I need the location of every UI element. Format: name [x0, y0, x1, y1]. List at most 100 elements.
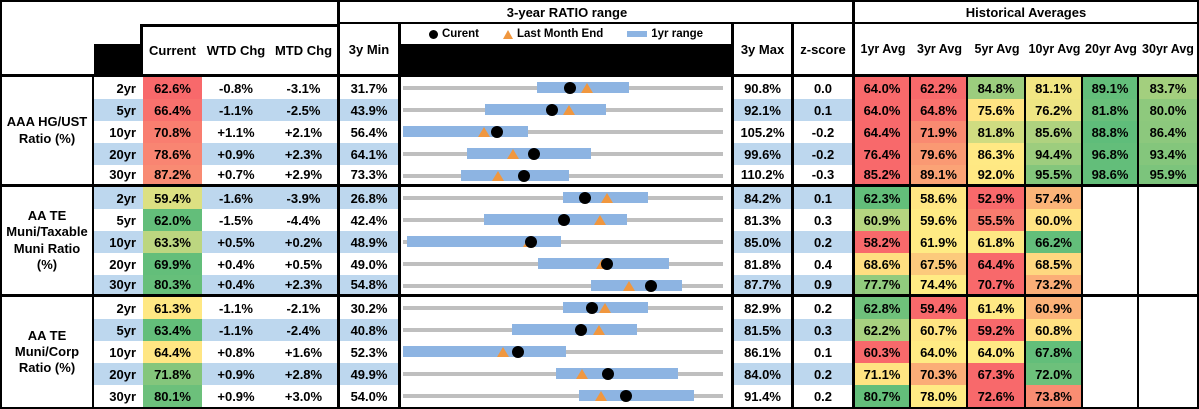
cell-zscore: 0.2 [794, 231, 855, 253]
cell-avg: 52.9% [968, 187, 1026, 209]
black-fill [94, 44, 140, 74]
cell-3y-min: 49.9% [340, 363, 401, 385]
last-month-triangle [492, 171, 505, 181]
cell-3y-max: 81.3% [734, 209, 794, 231]
cell-3y-min: 54.8% [340, 275, 401, 297]
cell-avg: 60.3% [855, 341, 911, 363]
cell-avg: 98.6% [1083, 165, 1139, 187]
cell-avg: 64.0% [855, 99, 911, 121]
cell-avg: 74.4% [911, 275, 968, 297]
cell-avg: 60.7% [911, 319, 968, 341]
cell-avg [1139, 275, 1197, 297]
cell-avg: 81.1% [1026, 77, 1083, 99]
last-month-triangle [594, 215, 607, 225]
table-row: 10yr 63.3% +0.5% +0.2% 48.9% 85.0% 0.2 58.2% 61.… [94, 231, 1197, 253]
range-chart [401, 231, 734, 253]
plot-area [403, 165, 723, 184]
cell-avg: 72.0% [1026, 363, 1083, 385]
cell-3y-min: 26.8% [340, 187, 401, 209]
cell-mtd-chg: +2.1% [270, 121, 340, 143]
cell-avg [1139, 363, 1197, 385]
legend-range-label: 1yr range [651, 28, 704, 40]
last-month-triangle [594, 391, 607, 401]
cell-3y-min: 54.0% [340, 385, 401, 407]
current-dot [600, 258, 613, 270]
cell-3y-max: 92.1% [734, 99, 794, 121]
cell-3y-max: 99.6% [734, 143, 794, 165]
plot-area [403, 297, 723, 319]
current-dot [585, 302, 598, 314]
plot-area [403, 385, 723, 407]
cell-avg: 81.8% [968, 121, 1026, 143]
col-header-1yr-avg: 1yr Avg [860, 42, 906, 56]
cell-3y-max: 81.5% [734, 319, 794, 341]
current-dot [527, 148, 540, 160]
cell-avg: 71.9% [911, 121, 968, 143]
cell-wtd-chg: -1.1% [202, 319, 270, 341]
cell-avg: 71.1% [855, 363, 911, 385]
cell-mtd-chg: +0.5% [270, 253, 340, 275]
cell-current: 69.9% [143, 253, 202, 275]
cell-avg: 85.2% [855, 165, 911, 187]
cell-current: 66.4% [143, 99, 202, 121]
cell-avg: 58.6% [911, 187, 968, 209]
cell-mtd-chg: -3.9% [270, 187, 340, 209]
cell-avg: 80.0% [1139, 99, 1197, 121]
cell-avg: 85.6% [1026, 121, 1083, 143]
cell-avg: 73.2% [1026, 275, 1083, 297]
ratio-group: AA TE Muni/Taxable Muni Ratio (%) 2yr 59.4… [2, 187, 1197, 297]
last-month-triangle [622, 281, 635, 291]
plot-area [403, 253, 723, 275]
cell-avg: 64.0% [855, 77, 911, 99]
cell-wtd-chg: +0.4% [202, 275, 270, 297]
range-chart [401, 297, 734, 319]
range-chart [401, 253, 734, 275]
cell-current: 71.8% [143, 363, 202, 385]
cell-current: 62.0% [143, 209, 202, 231]
cell-avg: 59.2% [968, 319, 1026, 341]
cell-avg: 76.4% [855, 143, 911, 165]
range-chart [401, 209, 734, 231]
cell-tenor: 2yr [94, 187, 143, 209]
header-row-titles: 3-year RATIO range Historical Averages [2, 2, 1197, 24]
cell-tenor: 2yr [116, 300, 136, 316]
last-month-triangle [600, 193, 613, 203]
cell-mtd-chg: +1.6% [270, 341, 340, 363]
cell-zscore: 0.9 [794, 275, 855, 297]
cell-3y-min: 52.3% [340, 341, 401, 363]
cell-3y-max: 90.8% [734, 77, 794, 99]
last-month-triangle [576, 369, 589, 379]
cell-mtd-chg: +3.0% [270, 385, 340, 407]
zscore-title-blank [794, 2, 855, 24]
last-month-triangle [563, 105, 576, 115]
cell-avg: 55.5% [968, 209, 1026, 231]
col-header-10yr-avg: 10yr Avg [1028, 42, 1081, 56]
cell-avg: 84.8% [968, 77, 1026, 99]
cell-avg: 62.8% [855, 297, 911, 319]
cell-avg [1083, 209, 1139, 231]
cell-tenor: 20yr [94, 363, 143, 385]
cell-avg: 89.1% [911, 165, 968, 187]
cell-avg: 81.8% [1083, 99, 1139, 121]
group-rows: 2yr 59.4% -1.6% -3.9% 26.8% 84.2% 0.1 62.3% 58.6… [94, 187, 1197, 297]
cell-avg [1083, 385, 1139, 407]
range-chart [401, 385, 734, 407]
col-header-zscore: z-score [794, 24, 855, 77]
cell-avg: 70.3% [911, 363, 968, 385]
cell-avg [1139, 209, 1197, 231]
last-month-triangle [507, 149, 520, 159]
cell-3y-max: 84.0% [734, 363, 794, 385]
cell-avg: 60.9% [855, 209, 911, 231]
cell-avg: 68.6% [855, 253, 911, 275]
cell-current: 63.3% [143, 231, 202, 253]
legend-current: Curent [428, 28, 479, 40]
table-row: 2yr 62.6% -0.8% -3.1% 31.7% 90.8% 0.0 64.0% 62.2… [94, 77, 1197, 99]
current-dot [574, 324, 587, 336]
cell-wtd-chg: -1.6% [202, 187, 270, 209]
plot-area [403, 275, 723, 294]
cell-tenor: 2yr [116, 80, 136, 96]
cell-3y-min: 42.4% [340, 209, 401, 231]
cell-tenor: 10yr [109, 124, 136, 140]
cell-avg [1083, 275, 1139, 297]
cell-3y-max: 81.8% [734, 253, 794, 275]
